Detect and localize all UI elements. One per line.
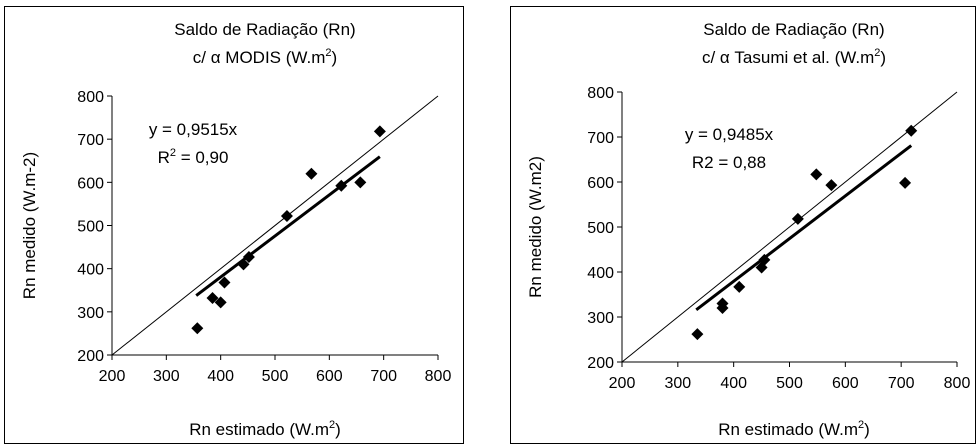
x-tick-label: 800	[425, 368, 452, 385]
data-point	[810, 168, 823, 181]
x-tick-label: 200	[609, 375, 636, 392]
y-tick-label: 800	[587, 85, 614, 102]
data-point	[758, 253, 771, 266]
data-point	[354, 176, 367, 189]
chart-panel-tasumi: Saldo de Radiação (Rn) c/ α Tasumi et al.…	[510, 6, 976, 444]
x-tick-label: 400	[207, 368, 234, 385]
y-tick-label: 800	[77, 89, 104, 106]
y-tick-label: 400	[77, 262, 104, 279]
x-tick-label: 800	[944, 375, 971, 392]
data-point	[206, 292, 219, 305]
x-tick-label: 300	[153, 368, 180, 385]
r-squared: R2 = 0,90	[158, 147, 229, 167]
chart-modis: Saldo de Radiação (Rn) c/ α MODIS (W.m2) 2…	[20, 20, 452, 439]
data-point	[733, 280, 746, 293]
y-tick-label: 300	[587, 310, 614, 327]
data-point	[242, 251, 255, 264]
data-point	[335, 179, 348, 192]
data-point	[691, 328, 704, 341]
data-point	[191, 322, 204, 335]
y-tick-label: 300	[77, 305, 104, 322]
y-tick-label: 700	[77, 132, 104, 149]
trend-line	[695, 144, 913, 312]
one-to-one-line	[621, 91, 958, 363]
chart-panel-modis: Saldo de Radiação (Rn) c/ α MODIS (W.m2) 2…	[4, 6, 464, 444]
chart-subtitle: c/ α Tasumi et al. (W.m2)	[702, 47, 886, 67]
x-tick-label: 700	[370, 368, 397, 385]
data-point	[905, 124, 918, 137]
data-point	[899, 176, 912, 189]
data-point	[214, 296, 227, 309]
y-tick-label: 700	[587, 130, 614, 147]
data-point	[825, 179, 838, 192]
regression-equation: y = 0,9485x	[685, 125, 774, 144]
x-tick-label: 300	[664, 375, 691, 392]
x-tick-label: 500	[262, 368, 289, 385]
chart-subtitle: c/ α MODIS (W.m2)	[193, 47, 337, 67]
x-tick-label: 600	[832, 375, 859, 392]
r-squared: R2 = 0,88	[692, 153, 766, 172]
y-tick-label: 600	[77, 175, 104, 192]
x-tick-label: 600	[316, 368, 343, 385]
chart-tasumi: Saldo de Radiação (Rn) c/ α Tasumi et al.…	[526, 20, 971, 439]
y-tick-label: 600	[587, 175, 614, 192]
chart-title: Saldo de Radiação (Rn)	[703, 20, 884, 39]
y-tick-label: 200	[77, 348, 104, 365]
data-point	[305, 167, 318, 180]
x-axis-label: Rn estimado (W.m2)	[189, 419, 341, 439]
data-point	[280, 210, 293, 223]
y-axis-label: Rn medido (W.m-2)	[20, 152, 39, 299]
x-tick-label: 700	[888, 375, 915, 392]
regression-equation: y = 0,9515x	[149, 120, 238, 139]
x-tick-label: 200	[99, 368, 126, 385]
one-to-one-line	[111, 95, 439, 356]
x-axis-label: Rn estimado (W.m2)	[718, 419, 870, 439]
data-point	[373, 125, 386, 138]
trend-line	[195, 155, 381, 297]
y-axis-label: Rn medido (W.m2)	[526, 156, 545, 298]
y-tick-label: 400	[587, 265, 614, 282]
data-point	[716, 302, 729, 314]
y-tick-label: 500	[77, 219, 104, 236]
data-point	[218, 276, 231, 289]
y-tick-label: 500	[587, 220, 614, 237]
x-tick-label: 500	[776, 375, 803, 392]
data-point	[791, 212, 804, 225]
y-tick-label: 200	[587, 355, 614, 372]
chart-title: Saldo de Radiação (Rn)	[174, 20, 355, 39]
data-point	[237, 258, 250, 271]
x-tick-label: 400	[720, 375, 747, 392]
